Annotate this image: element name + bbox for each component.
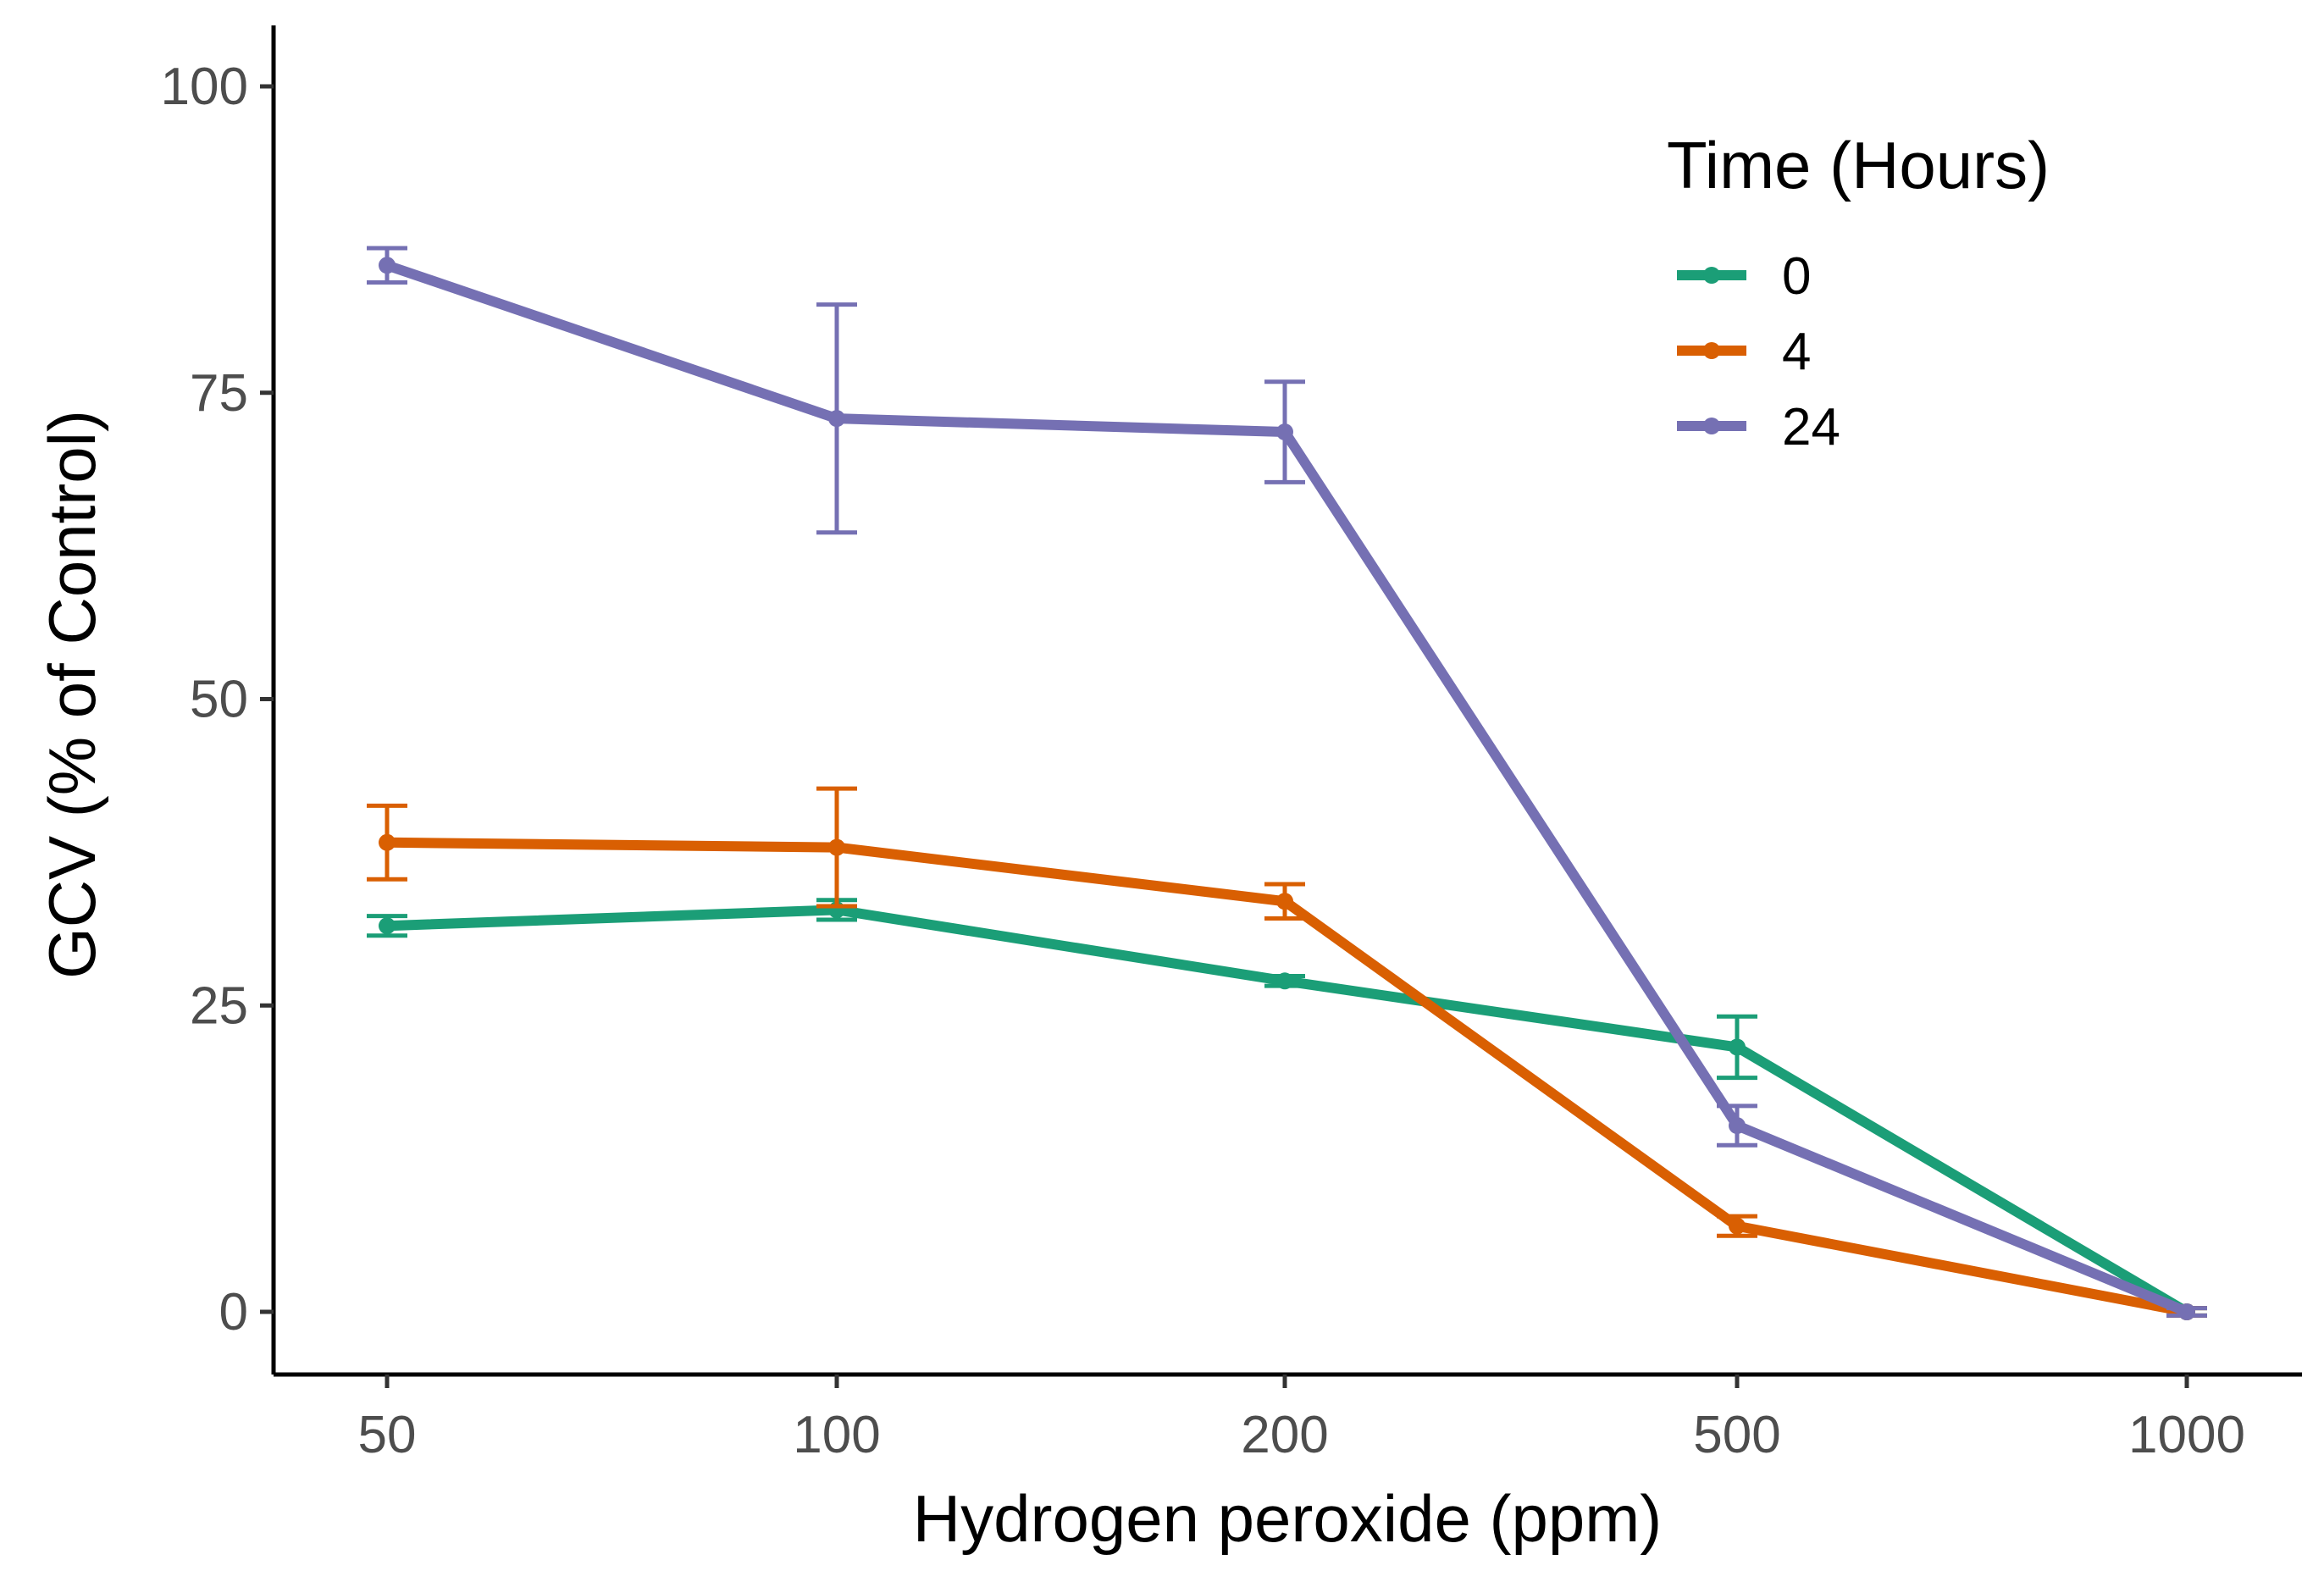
legend-items: 0 4 24 [1677,247,1840,456]
axes [271,25,2302,1377]
series-4 [367,786,2207,1320]
x-tick-label: 1000 [2128,1406,2245,1464]
x-tick-label: 50 [358,1406,417,1464]
y-ticks: 0 25 50 75 100 [161,58,274,1341]
legend-label: 4 [1782,323,1811,381]
data-point [379,257,396,274]
y-tick-label: 0 [219,1283,248,1341]
legend-item-0: 0 [1677,247,1811,306]
data-point [1276,893,1293,910]
x-ticks: 50 100 200 500 1000 [358,1375,2245,1464]
y-tick-label: 75 [190,364,248,423]
series-24 [367,246,2207,1320]
legend-title: Time (Hours) [1667,128,2050,202]
legend-key-point [1703,267,1720,284]
legend-item-4: 4 [1677,323,1811,381]
data-point [828,838,845,856]
x-tick-label: 100 [793,1406,880,1464]
legend-label: 24 [1782,398,1840,456]
data-point [379,917,396,935]
legend-item-24: 24 [1677,398,1840,456]
y-tick-label: 100 [161,58,248,116]
series-layer [367,246,2207,1320]
x-tick-label: 200 [1241,1406,1328,1464]
data-point [1276,423,1293,441]
data-point [1729,1038,1746,1056]
data-point [1729,1117,1746,1135]
x-axis-title: Hydrogen peroxide (ppm) [913,1481,1662,1556]
data-point [1276,972,1293,990]
data-point [379,833,396,851]
data-point [1729,1217,1746,1235]
data-point [828,410,845,428]
legend-label: 0 [1782,247,1811,306]
data-point [2178,1303,2195,1320]
legend-key-point [1703,342,1720,359]
series-line [382,904,2192,1317]
y-tick-label: 50 [190,671,248,729]
x-tick-label: 500 [1693,1406,1780,1464]
series-0 [367,898,2207,1320]
y-axis-title: GCV (% of Control) [35,410,109,979]
y-tick-label: 25 [190,976,248,1035]
legend: Time (Hours) 0 4 24 [1667,128,2050,456]
legend-key-point [1703,418,1720,434]
